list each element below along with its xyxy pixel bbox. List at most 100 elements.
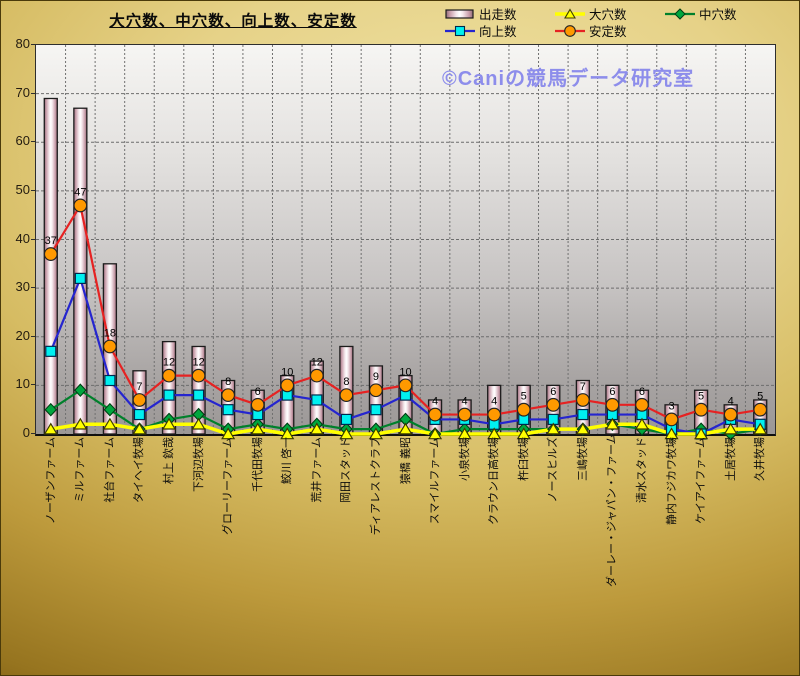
y-tick-label: 50	[15, 181, 30, 197]
triangle-marker-icon	[664, 427, 679, 440]
diamond-marker-icon	[44, 402, 58, 417]
x-category-label: 猿橋 義昭	[399, 437, 412, 485]
circle-marker-icon	[428, 407, 442, 422]
x-category-label: 久井牧場	[754, 437, 767, 481]
triangle-marker-icon	[280, 427, 295, 440]
circle-marker-icon	[43, 247, 58, 261]
y-tick-label: 10	[15, 376, 30, 392]
legend-item-shussosu: 出走数	[445, 5, 517, 22]
x-category-label: グローリーファーム	[222, 437, 235, 536]
circle-marker-icon	[635, 397, 649, 412]
plot-area: 37 47 18 7 12 12 8 6 10 12 8 9 10 4 4 4 5 6 7 6 6 3 5 4 5 ©Caniの…	[35, 44, 776, 441]
y-tick-label: 60	[15, 133, 30, 149]
x-category-label: ディアレストクラブ	[369, 437, 382, 536]
circle-marker-icon	[723, 407, 738, 422]
y-tick-mark	[31, 92, 36, 94]
circle-marker-icon	[398, 378, 413, 393]
triangle-marker-icon	[398, 422, 413, 435]
legend-swatch-svg	[445, 8, 474, 19]
x-category-label: 荒井ファーム	[310, 437, 323, 503]
data-label: 5	[521, 391, 527, 403]
circle-marker-icon	[516, 402, 531, 417]
data-label: 6	[550, 386, 556, 398]
x-category-label: ダーレー・ジャパン・ファーム	[606, 433, 619, 587]
circle-marker-icon	[564, 24, 576, 37]
square-marker-icon	[340, 413, 352, 426]
legend-item-anteisu: 安定数	[555, 22, 627, 39]
triangle-marker-icon	[309, 422, 324, 435]
data-label: 4	[728, 396, 734, 408]
data-label: 47	[74, 186, 86, 198]
square-marker-icon	[311, 394, 323, 406]
triangle-marker-icon	[250, 422, 265, 435]
legend-item-chuanasu: 中穴数	[665, 5, 737, 22]
x-category-label: ケイアイファーム	[695, 437, 708, 524]
x-category-label: 土居牧場	[724, 437, 737, 481]
circle-marker-icon	[132, 393, 147, 407]
legend-bar-swatch	[445, 8, 474, 19]
y-tick-label: 0	[22, 425, 30, 440]
circle-marker-icon	[339, 388, 354, 403]
x-category-label: 下河辺牧場	[192, 437, 205, 492]
x-category-label: ノースヒルズ	[547, 437, 560, 503]
data-label: 37	[45, 235, 57, 247]
circle-marker-icon	[73, 198, 88, 213]
x-category-label: 社台ファーム	[103, 437, 116, 503]
y-tick-mark	[31, 433, 36, 434]
legend-label: 大穴数	[589, 8, 627, 22]
x-category-label: ノーザンファーム	[44, 437, 57, 525]
triangle-marker-icon	[575, 422, 590, 435]
data-label: 5	[757, 391, 763, 403]
x-category-label: ミルファーム	[74, 437, 87, 503]
square-marker-icon	[45, 345, 57, 357]
triangle-marker-icon	[102, 417, 117, 430]
circle-marker-icon	[753, 402, 768, 417]
y-axis: 0 10 20 30 40 50 60 70 80	[0, 0, 36, 676]
triangle-marker-icon	[634, 417, 650, 430]
square-marker-icon	[104, 374, 116, 387]
x-category-label: タイヘイ牧場	[133, 437, 146, 503]
data-label: 5	[698, 391, 704, 403]
triangle-marker-icon	[339, 427, 354, 440]
circle-marker-icon	[162, 368, 176, 383]
square-marker-icon	[74, 272, 86, 284]
x-category-label: 三嶋牧場	[576, 437, 589, 481]
x-category-label: 静内フジカワ牧場	[665, 437, 678, 525]
data-label: 6	[609, 386, 615, 398]
x-category-label: スマイルファーム	[429, 437, 442, 525]
circle-marker-icon	[309, 368, 324, 383]
data-label: 9	[373, 371, 379, 383]
square-marker-icon	[163, 389, 175, 401]
bar-swatch-icon	[445, 7, 475, 21]
data-label: 12	[192, 357, 204, 369]
bar-出走数	[161, 340, 177, 435]
x-category-label: 杵臼牧場	[517, 437, 530, 481]
circle-marker-icon	[250, 397, 265, 412]
x-category-label: クラウン日高牧場	[488, 437, 501, 525]
y-tick-mark	[31, 189, 36, 191]
x-category-label: 村上 欽哉	[163, 437, 176, 485]
triangle-marker-icon	[564, 7, 576, 19]
circle-marker-icon	[546, 397, 561, 412]
x-category-label: 千代田牧場	[251, 437, 264, 492]
data-label: 7	[580, 381, 586, 393]
square-marker-icon	[222, 404, 234, 416]
triangle-marker-icon	[428, 427, 443, 440]
triangle-marker-icon	[516, 427, 531, 440]
data-label: 8	[343, 376, 349, 388]
circle-marker-icon	[605, 397, 620, 412]
diamond-marker-icon	[665, 7, 695, 21]
data-label: 4	[491, 396, 497, 408]
square-marker-icon	[133, 408, 146, 421]
triangle-marker-icon	[487, 427, 502, 440]
circle-marker-icon	[369, 383, 383, 398]
triangle-marker-icon	[191, 417, 206, 430]
circle-marker-icon	[575, 393, 590, 407]
plot-svg: 37 47 18 7 12 12 8 6 10 12 8 9 10 4 4 4 5 6 7 6 6 3 5 4 5	[36, 45, 775, 441]
bar-出走数	[73, 107, 88, 435]
triangle-marker-icon	[161, 417, 177, 430]
y-tick-label: 80	[15, 36, 30, 51]
y-tick-mark	[31, 44, 36, 45]
y-tick-label: 30	[15, 279, 30, 295]
